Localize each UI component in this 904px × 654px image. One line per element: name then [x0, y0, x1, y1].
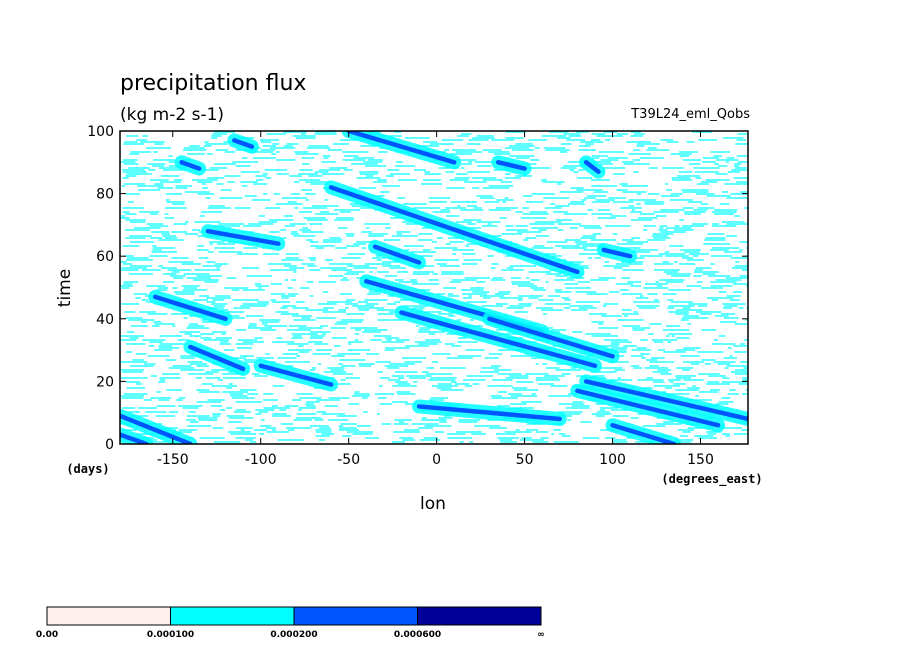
y-tick-label: 0: [105, 437, 114, 453]
precip-feature: [232, 138, 255, 149]
x-tick-label: 0: [432, 452, 441, 468]
x-tick-label: -50: [337, 452, 360, 468]
plot-area: [120, 131, 748, 444]
precip-feature: [495, 160, 527, 171]
precip-feature: [416, 404, 563, 422]
y-axis-label: time: [55, 269, 75, 307]
y-tick-label: 20: [96, 374, 114, 390]
precip-feature: [487, 316, 615, 359]
colorbar-level-label: 0.00: [36, 630, 58, 640]
x-tick-label: 100: [599, 452, 626, 468]
precip-feature: [575, 388, 721, 428]
plot-frame: [119, 130, 749, 445]
y-tick-label: 40: [96, 312, 114, 328]
x-tick-label: 150: [687, 452, 714, 468]
precip-feature: [120, 432, 149, 444]
precip-feature: [610, 422, 677, 444]
colorbar-level-label: 0.000100: [147, 630, 194, 640]
x-axis-label: lon: [420, 494, 446, 514]
colorbar-swatch: [46, 606, 171, 626]
x-tick-label: -100: [245, 452, 277, 468]
colorbar-legend: 0.00 0.000100 0.000200 0.000600 ∞: [36, 606, 545, 640]
colorbar-level-label: 0.000600: [394, 630, 441, 640]
precip-feature: [328, 185, 580, 275]
precip-feature: [120, 413, 193, 444]
colorbar-level-label: ∞: [537, 630, 545, 640]
colorbar-swatch: [170, 606, 295, 626]
colorbar-level-label: 0.000200: [270, 630, 317, 640]
precip-feature: [179, 160, 202, 171]
colorbar-swatch: [417, 606, 542, 626]
precip-feature: [346, 131, 457, 165]
precip-feature: [258, 363, 334, 387]
x-tick-label: 50: [516, 452, 534, 468]
chart-title: precipitation flux: [120, 71, 306, 96]
y-tick-label: 60: [96, 249, 114, 265]
precip-feature: [372, 244, 422, 265]
precip-feature: [583, 160, 601, 174]
chart-units: (kg m-2 s-1): [120, 105, 224, 125]
colorbar-swatch: [293, 606, 418, 626]
precip-feature: [601, 247, 633, 259]
precip-feature: [399, 310, 598, 368]
precip-feature: [152, 294, 228, 322]
precip-feature: [188, 344, 246, 372]
run-label: T39L24_eml_Qobs: [630, 107, 750, 122]
y-tick-label: 80: [96, 187, 114, 203]
precip-feature: [583, 379, 748, 422]
x-axis-units: (degrees_east): [661, 472, 762, 487]
y-tick-label: 100: [87, 124, 114, 140]
precip-feature: [205, 228, 281, 246]
y-axis-units: (days): [66, 462, 109, 476]
x-tick-label: -150: [157, 452, 189, 468]
